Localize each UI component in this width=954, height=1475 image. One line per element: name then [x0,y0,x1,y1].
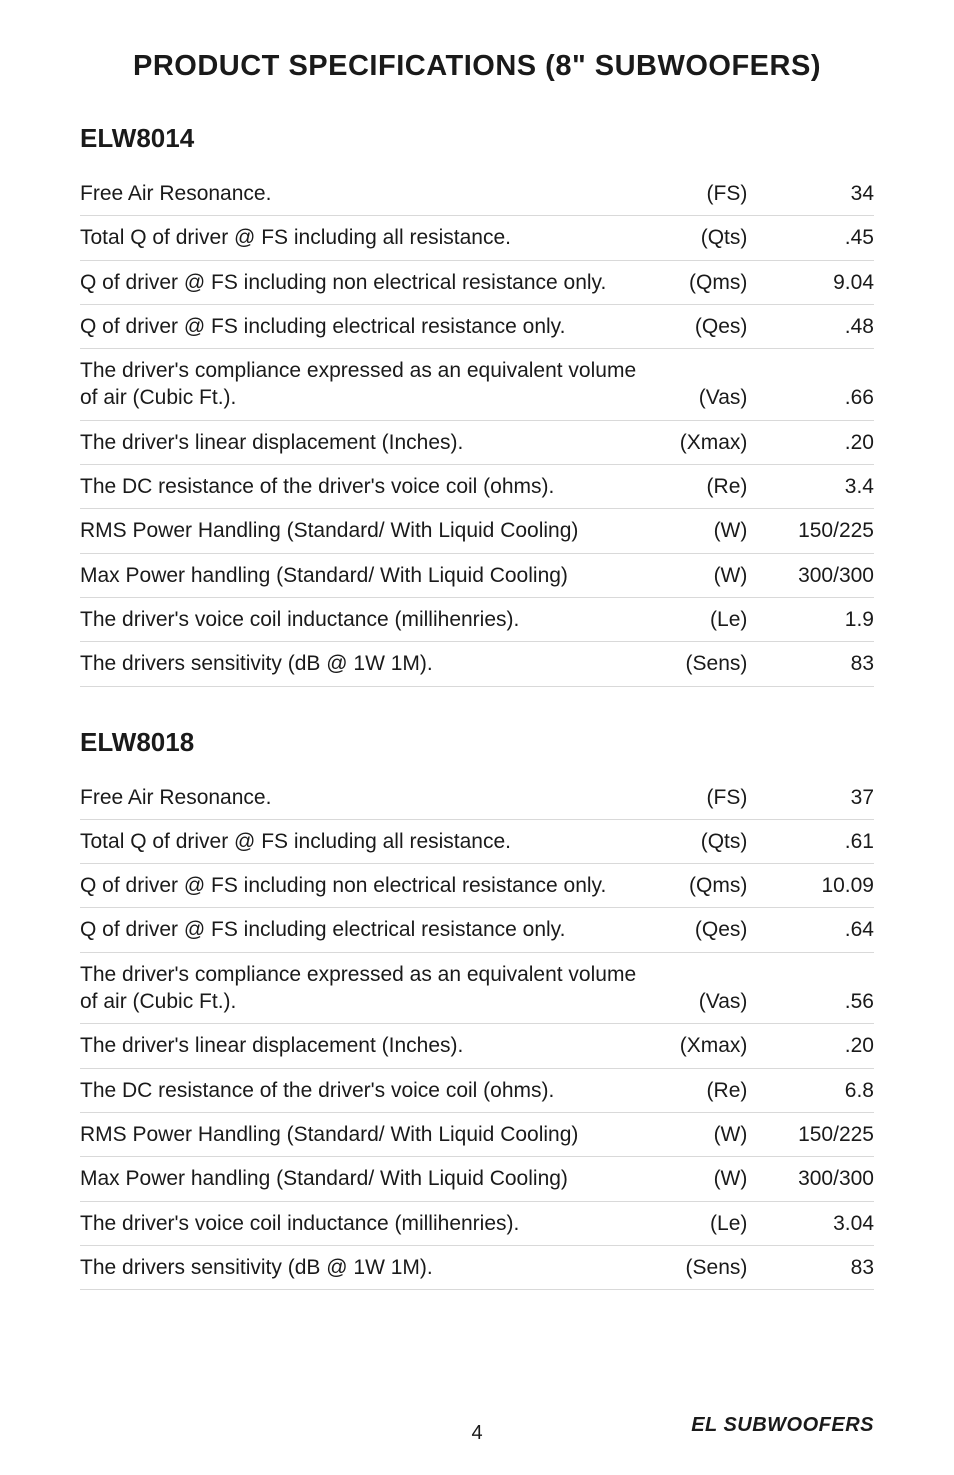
spec-value: .64 [753,908,874,952]
spec-symbol: (Qes) [643,304,754,348]
table-row: Max Power handling (Standard/ With Liqui… [80,1157,874,1201]
spec-value: 300/300 [753,1157,874,1201]
spec-desc: The driver's linear displacement (Inches… [80,420,643,464]
page-footer: 4 EL SUBWOOFERS [0,1422,954,1445]
spec-desc: Total Q of driver @ FS including all res… [80,819,643,863]
spec-desc: The drivers sensitivity (dB @ 1W 1M). [80,642,643,686]
spec-desc: Free Air Resonance. [80,172,643,216]
spec-value: .48 [753,304,874,348]
table-row: Total Q of driver @ FS including all res… [80,819,874,863]
spec-table-elw8018: Free Air Resonance.(FS)37 Total Q of dri… [80,776,874,1291]
spec-symbol: (Qms) [643,864,754,908]
spec-value: 300/300 [753,553,874,597]
spec-symbol: (W) [643,1157,754,1201]
spec-symbol: (FS) [643,172,754,216]
spec-table-elw8014: Free Air Resonance.(FS)34 Total Q of dri… [80,172,874,687]
table-row: The driver's compliance expressed as an … [80,349,874,421]
spec-value: .61 [753,819,874,863]
table-row: Max Power handling (Standard/ With Liqui… [80,553,874,597]
table-row: Q of driver @ FS including non electrica… [80,864,874,908]
spec-desc: Q of driver @ FS including non electrica… [80,260,643,304]
table-row: The driver's linear displacement (Inches… [80,1024,874,1068]
model-heading: ELW8014 [80,123,874,154]
spec-desc: Q of driver @ FS including electrical re… [80,908,643,952]
spec-desc: The driver's voice coil inductance (mill… [80,597,643,641]
table-row: Q of driver @ FS including electrical re… [80,908,874,952]
spec-desc: Total Q of driver @ FS including all res… [80,216,643,260]
table-row: Q of driver @ FS including non electrica… [80,260,874,304]
spec-value: 3.04 [753,1201,874,1245]
spec-value: .56 [753,952,874,1024]
table-row: Total Q of driver @ FS including all res… [80,216,874,260]
spec-value: 150/225 [753,509,874,553]
spec-value: .45 [753,216,874,260]
brand-mark: EL SUBWOOFERS [691,1414,874,1437]
spec-value: .20 [753,1024,874,1068]
spec-symbol: (Sens) [643,1245,754,1289]
spec-desc: The driver's linear displacement (Inches… [80,1024,643,1068]
table-row: The driver's linear displacement (Inches… [80,420,874,464]
spec-symbol: (Le) [643,1201,754,1245]
spec-desc: Q of driver @ FS including non electrica… [80,864,643,908]
spec-desc: Q of driver @ FS including electrical re… [80,304,643,348]
table-row: The DC resistance of the driver's voice … [80,465,874,509]
spec-desc: Free Air Resonance. [80,776,643,820]
spec-desc: The DC resistance of the driver's voice … [80,465,643,509]
spec-value: 37 [753,776,874,820]
table-row: The DC resistance of the driver's voice … [80,1068,874,1112]
spec-desc: The driver's voice coil inductance (mill… [80,1201,643,1245]
spec-symbol: (Qes) [643,908,754,952]
spec-value: 34 [753,172,874,216]
spec-symbol: (Re) [643,465,754,509]
spec-symbol: (Vas) [643,349,754,421]
page: PRODUCT SPECIFICATIONS (8" SUBWOOFERS) E… [0,0,954,1475]
spec-desc: RMS Power Handling (Standard/ With Liqui… [80,1112,643,1156]
spec-value: 83 [753,1245,874,1289]
spec-desc: Max Power handling (Standard/ With Liqui… [80,553,643,597]
spec-value: 10.09 [753,864,874,908]
spec-symbol: (W) [643,1112,754,1156]
spec-value: 150/225 [753,1112,874,1156]
spec-value: .20 [753,420,874,464]
table-row: The driver's voice coil inductance (mill… [80,597,874,641]
model-heading: ELW8018 [80,727,874,758]
spec-symbol: (FS) [643,776,754,820]
spec-desc: The driver's compliance expressed as an … [80,952,643,1024]
table-row: The drivers sensitivity (dB @ 1W 1M).(Se… [80,1245,874,1289]
spec-desc: The DC resistance of the driver's voice … [80,1068,643,1112]
spec-value: 9.04 [753,260,874,304]
spec-symbol: (W) [643,553,754,597]
page-title: PRODUCT SPECIFICATIONS (8" SUBWOOFERS) [80,50,874,83]
table-row: Free Air Resonance.(FS)34 [80,172,874,216]
spec-symbol: (Sens) [643,642,754,686]
spec-desc: The driver's compliance expressed as an … [80,349,643,421]
spec-value: 1.9 [753,597,874,641]
table-row: Free Air Resonance.(FS)37 [80,776,874,820]
spec-symbol: (Xmax) [643,420,754,464]
spec-desc: The drivers sensitivity (dB @ 1W 1M). [80,1245,643,1289]
table-row: The driver's compliance expressed as an … [80,952,874,1024]
spec-symbol: (Re) [643,1068,754,1112]
table-row: The driver's voice coil inductance (mill… [80,1201,874,1245]
spec-symbol: (W) [643,509,754,553]
spec-value: 6.8 [753,1068,874,1112]
table-row: Q of driver @ FS including electrical re… [80,304,874,348]
spec-symbol: (Le) [643,597,754,641]
spec-value: 83 [753,642,874,686]
spec-desc: Max Power handling (Standard/ With Liqui… [80,1157,643,1201]
table-row: RMS Power Handling (Standard/ With Liqui… [80,509,874,553]
spec-desc: RMS Power Handling (Standard/ With Liqui… [80,509,643,553]
table-row: The drivers sensitivity (dB @ 1W 1M).(Se… [80,642,874,686]
spec-symbol: (Qms) [643,260,754,304]
spec-symbol: (Xmax) [643,1024,754,1068]
spec-value: 3.4 [753,465,874,509]
spec-symbol: (Vas) [643,952,754,1024]
table-row: RMS Power Handling (Standard/ With Liqui… [80,1112,874,1156]
spec-symbol: (Qts) [643,216,754,260]
spec-symbol: (Qts) [643,819,754,863]
spec-value: .66 [753,349,874,421]
